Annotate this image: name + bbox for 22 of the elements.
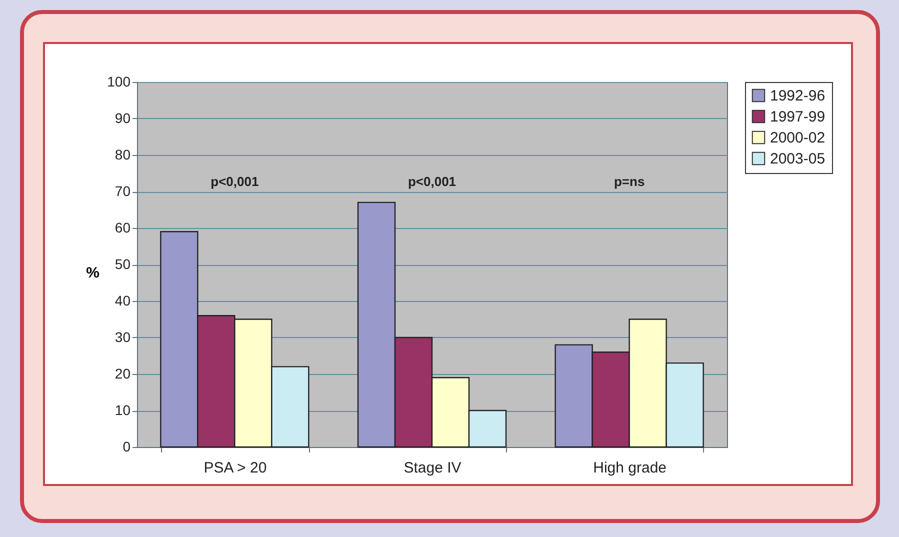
y-tick-label: 20 xyxy=(114,366,131,382)
y-tick-label: 30 xyxy=(114,329,131,345)
legend-label: 1992-96 xyxy=(770,88,826,104)
y-tick-label: 100 xyxy=(107,74,131,90)
annotation: p<0,001 xyxy=(210,174,259,189)
annotation: p=ns xyxy=(614,174,645,189)
y-tick-label: 90 xyxy=(114,110,131,126)
y-tick-label: 0 xyxy=(122,438,131,454)
x-tick-label: High grade xyxy=(593,460,667,476)
legend-label: 2000-02 xyxy=(770,130,826,146)
x-tick-label: PSA > 20 xyxy=(204,460,267,476)
y-tick-label: 40 xyxy=(114,292,131,308)
x-tick-label: Stage IV xyxy=(404,460,462,476)
y-tick-label: 50 xyxy=(114,256,131,272)
legend-label: 2003-05 xyxy=(770,150,826,168)
y-tick-label: 70 xyxy=(114,183,131,199)
legend-label: 1997-99 xyxy=(770,108,826,126)
y-tick-label: 60 xyxy=(114,220,131,236)
y-axis-title: % xyxy=(86,264,100,282)
y-tick-label: 10 xyxy=(114,402,131,418)
annotation: p<0,001 xyxy=(408,174,456,189)
y-tick-label: 80 xyxy=(114,146,131,162)
